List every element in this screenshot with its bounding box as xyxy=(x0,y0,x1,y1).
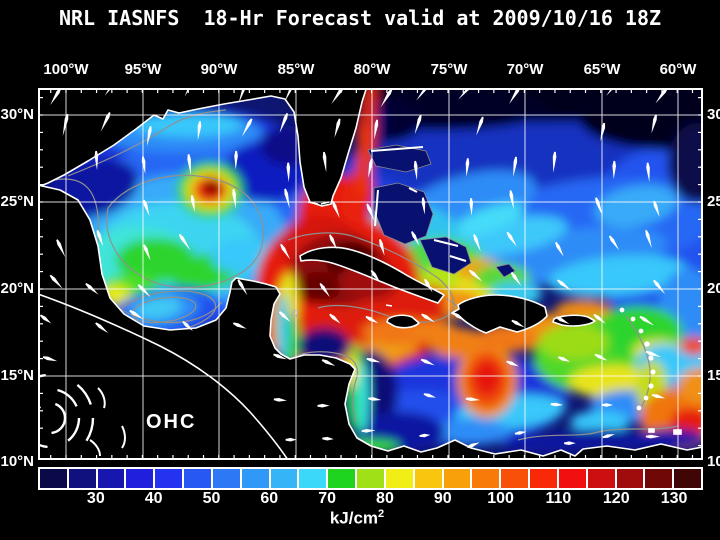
lon-tick: 70°W xyxy=(506,61,544,78)
colorbar-cell xyxy=(184,469,211,488)
colorbar-tick-label: 60 xyxy=(260,490,279,507)
island-puerto-rico xyxy=(552,314,596,327)
colorbar-tick-label: 90 xyxy=(433,490,452,507)
eddy-a-annotation: a xyxy=(291,305,299,321)
map-svg: OHC a xyxy=(38,88,703,460)
colorbar-unit: kJ/cm2 xyxy=(329,508,385,528)
colorbar-cell xyxy=(587,469,615,488)
colorbar-cell xyxy=(212,469,240,488)
colorbar-cell xyxy=(270,469,298,488)
colorbar-tick-label: 30 xyxy=(86,490,105,507)
lat-tick: 20°N xyxy=(707,280,720,297)
lat-tick: 10°N xyxy=(707,453,720,470)
colorbar-cell xyxy=(97,469,125,488)
graticule xyxy=(38,88,703,460)
colorbar-cell xyxy=(674,469,702,488)
lon-tick: 60°W xyxy=(659,61,697,78)
lat-tick: 25°N xyxy=(707,193,720,210)
colorbar-cell xyxy=(443,469,471,488)
ohc-annotation: OHC xyxy=(146,411,196,433)
colorbar xyxy=(38,467,703,490)
colorbar-tick-label: 100 xyxy=(487,490,514,507)
colorbar-cell xyxy=(530,469,557,488)
ohc-heatmap: OHC a xyxy=(38,88,703,460)
land-mexico-central-south-america xyxy=(38,184,703,460)
colorbar-tick-label: 80 xyxy=(376,490,394,507)
colorbar-cell xyxy=(472,469,500,488)
land xyxy=(38,88,703,460)
lat-tick: 15°N xyxy=(0,367,34,384)
colorbar-cell xyxy=(241,469,269,488)
colorbar-tick-label: 120 xyxy=(602,490,630,507)
colorbar-tick-label: 130 xyxy=(660,490,688,507)
lon-tick: 85°W xyxy=(277,61,315,78)
map-frame xyxy=(38,88,703,460)
colorbar-cell xyxy=(40,469,67,488)
wind-barbs xyxy=(39,88,669,448)
colorbar-cell xyxy=(558,469,586,488)
colorbar-tick-label: 70 xyxy=(318,490,337,507)
colorbar-tick-label: 40 xyxy=(144,490,163,507)
lat-tick: 30°N xyxy=(707,106,720,123)
bahama-banks xyxy=(367,144,516,278)
lon-tick: 95°W xyxy=(124,61,162,78)
colorbar-cell xyxy=(616,469,644,488)
colorbar-tick-label: 110 xyxy=(545,490,572,507)
lat-tick: 30°N xyxy=(0,106,34,123)
lon-tick: 80°W xyxy=(353,61,391,78)
colorbar-ticks: 30 40 50 60 70 80 90 100 110 120 130 xyxy=(38,490,703,510)
lat-tick: 15°N xyxy=(707,367,720,384)
colorbar-cell xyxy=(155,469,183,488)
colorbar-cell xyxy=(385,469,413,488)
colorbar-tick-label: 50 xyxy=(202,490,221,507)
island-jamaica xyxy=(386,314,420,329)
hurricane-swirl xyxy=(38,373,126,460)
colorbar-cell xyxy=(645,469,673,488)
lat-tick: 20°N xyxy=(0,280,34,297)
lon-tick: 100°W xyxy=(43,61,89,78)
lon-tick: 65°W xyxy=(583,61,621,78)
colorbar-cell xyxy=(357,469,384,488)
island-hispaniola xyxy=(451,294,548,334)
page-title: NRL IASNFS 18-Hr Forecast valid at 2009/… xyxy=(58,6,662,30)
lon-tick: 90°W xyxy=(200,61,238,78)
colorbar-cell xyxy=(328,469,356,488)
colorbar-cell xyxy=(299,469,327,488)
lat-tick: 10°N xyxy=(0,453,34,470)
lon-tick: 75°W xyxy=(430,61,468,78)
pacific-coastline xyxy=(38,293,289,460)
colorbar-cell xyxy=(126,469,154,488)
colorbar-cell xyxy=(68,469,96,488)
colorbar-cell xyxy=(414,469,442,488)
lat-tick: 25°N xyxy=(0,193,34,210)
land-north-america xyxy=(38,88,368,207)
colorbar-cell xyxy=(501,469,529,488)
